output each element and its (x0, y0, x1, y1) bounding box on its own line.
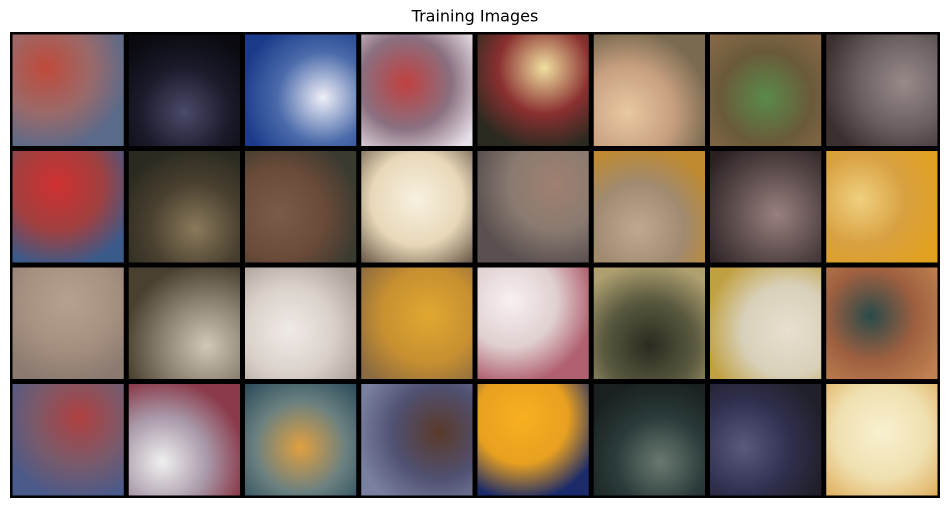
generated-image (245, 34, 357, 146)
generated-image (477, 151, 589, 263)
generated-image (593, 151, 705, 263)
generated-image (710, 151, 822, 263)
generated-image (12, 34, 124, 146)
generated-image (128, 34, 240, 146)
generated-image (826, 34, 938, 146)
image-grid (12, 34, 938, 496)
generated-image (593, 34, 705, 146)
generated-image (826, 267, 938, 379)
generated-image (128, 151, 240, 263)
generated-image (128, 384, 240, 496)
generated-image (12, 267, 124, 379)
generated-image (361, 384, 473, 496)
generated-image (593, 384, 705, 496)
figure-title: Training Images (411, 7, 539, 26)
generated-image (361, 267, 473, 379)
generated-image (245, 267, 357, 379)
generated-image (361, 34, 473, 146)
generated-image (245, 151, 357, 263)
generated-image (361, 151, 473, 263)
generated-image (12, 384, 124, 496)
generated-image (710, 34, 822, 146)
generated-image (477, 34, 589, 146)
generated-image (128, 267, 240, 379)
generated-image (826, 384, 938, 496)
generated-image (477, 384, 589, 496)
generated-image (245, 384, 357, 496)
generated-image (826, 151, 938, 263)
generated-image (710, 267, 822, 379)
generated-image (12, 151, 124, 263)
generated-image (477, 267, 589, 379)
generated-image (710, 384, 822, 496)
generated-image (593, 267, 705, 379)
